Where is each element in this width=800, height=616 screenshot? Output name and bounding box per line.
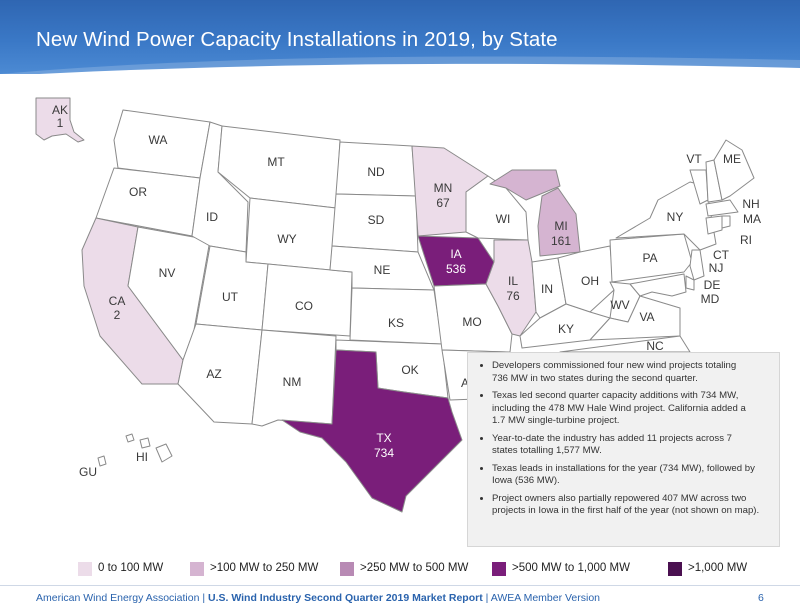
label-NV: NV <box>159 266 176 280</box>
state-MI-upper <box>489 169 561 201</box>
summary-notes-list: Developers commissioned four new wind pr… <box>480 360 769 518</box>
label-KS: KS <box>388 316 404 330</box>
label-MO: MO <box>462 315 481 329</box>
label-WI: WI <box>496 212 511 226</box>
legend-swatch <box>78 562 92 576</box>
label-TX: TX <box>376 431 391 445</box>
summary-note: Texas led second quarter capacity additi… <box>492 390 769 428</box>
legend-label: 0 to 100 MW <box>98 562 164 574</box>
label-WY: WY <box>277 232 296 246</box>
map-legend: 0 to 100 MW >100 MW to 250 MW >250 MW to 5… <box>78 561 747 579</box>
footer-separator-2: | <box>485 592 489 604</box>
legend-label: >100 MW to 250 MW <box>210 562 319 574</box>
label-MD: MD <box>701 292 720 306</box>
state-NJ <box>689 249 705 281</box>
label-CT: CT <box>713 248 730 262</box>
footer-version: AWEA Member Version <box>490 592 601 604</box>
label-NM: NM <box>283 375 302 389</box>
us-map: AK 1 WA OR CA 2 NV ID MT WY UT CO AZ NM … <box>35 97 761 513</box>
legend-label: >500 MW to 1,000 MW <box>512 562 630 574</box>
label-VT: VT <box>686 152 702 166</box>
legend-swatch <box>190 562 204 576</box>
label-AK: AK <box>52 103 68 117</box>
label-ND: ND <box>367 165 385 179</box>
footer-report: U.S. Wind Industry Second Quarter 2019 M… <box>207 592 483 604</box>
summary-note: Developers commissioned four new wind pr… <box>492 360 769 385</box>
state-CT <box>705 215 723 235</box>
header-wave-decoration <box>0 56 800 80</box>
label-IA: IA <box>450 247 461 261</box>
label-IN: IN <box>541 282 553 296</box>
footer-separator: | <box>202 592 206 604</box>
label-UT: UT <box>222 290 239 304</box>
page-number: 6 <box>758 592 764 604</box>
state-ME <box>713 139 755 201</box>
label-MI: MI <box>554 219 567 233</box>
state-MA <box>705 199 739 217</box>
label-PA: PA <box>642 251 657 265</box>
state-HI <box>125 433 135 443</box>
label-DE: DE <box>704 278 721 292</box>
value-TX: 734 <box>374 446 394 460</box>
label-IL: IL <box>508 274 518 288</box>
label-AZ: AZ <box>206 367 221 381</box>
state-WI <box>465 175 529 241</box>
value-MN: 67 <box>436 196 450 210</box>
footer-org: American Wind Energy Association <box>36 592 200 604</box>
label-AR: A <box>461 376 469 390</box>
label-KY: KY <box>558 322 574 336</box>
value-IL: 76 <box>506 289 520 303</box>
label-MN: MN <box>434 181 453 195</box>
label-CO: CO <box>295 299 313 313</box>
label-HI: HI <box>136 450 148 464</box>
label-NY: NY <box>667 210 684 224</box>
legend-label: >250 MW to 500 MW <box>360 562 469 574</box>
summary-note: Year-to-date the industry has added 11 p… <box>492 433 769 458</box>
footer-divider <box>0 585 800 586</box>
state-GU <box>97 455 107 467</box>
footer: American Wind Energy Association | U.S. … <box>36 592 600 604</box>
legend-swatch <box>668 562 682 576</box>
label-VA: VA <box>639 310 654 324</box>
page-title: New Wind Power Capacity Installations in… <box>36 28 558 51</box>
label-NJ: NJ <box>709 261 724 275</box>
label-ME: ME <box>723 152 741 166</box>
state-MD <box>629 273 687 297</box>
value-MI: 161 <box>551 234 571 248</box>
state-NM <box>251 329 337 427</box>
legend-swatch <box>340 562 354 576</box>
label-WV: WV <box>610 298 629 312</box>
summary-note: Project owners also partially repowered … <box>492 493 769 518</box>
summary-note: Texas leads in installations for the yea… <box>492 463 769 488</box>
label-NE: NE <box>374 263 391 277</box>
label-OH: OH <box>581 274 599 288</box>
label-OK: OK <box>401 363 418 377</box>
label-GU: GU <box>79 465 97 479</box>
label-MA: MA <box>743 212 761 226</box>
state-KY <box>519 303 611 349</box>
value-IA: 536 <box>446 262 466 276</box>
label-NC: NC <box>646 339 664 353</box>
summary-notes-box: Developers commissioned four new wind pr… <box>467 352 780 547</box>
value-CA: 2 <box>114 308 121 322</box>
label-RI: RI <box>740 233 752 247</box>
state-DE <box>685 275 695 291</box>
state-RI <box>721 215 731 229</box>
state-IL <box>485 239 537 337</box>
label-MT: MT <box>267 155 285 169</box>
state-HI-3 <box>155 443 173 463</box>
label-SD: SD <box>368 213 385 227</box>
label-OR: OR <box>129 185 147 199</box>
label-NH: NH <box>742 197 759 211</box>
legend-label: >1,000 MW <box>688 562 748 574</box>
state-TX <box>281 349 463 513</box>
value-AK: 1 <box>57 116 64 130</box>
state-HI-2 <box>139 437 151 449</box>
label-CA: CA <box>109 294 126 308</box>
label-ID: ID <box>206 210 218 224</box>
legend-swatch <box>492 562 506 576</box>
state-AK <box>35 97 85 143</box>
header-banner: New Wind Power Capacity Installations in… <box>0 0 800 80</box>
label-WA: WA <box>149 133 168 147</box>
